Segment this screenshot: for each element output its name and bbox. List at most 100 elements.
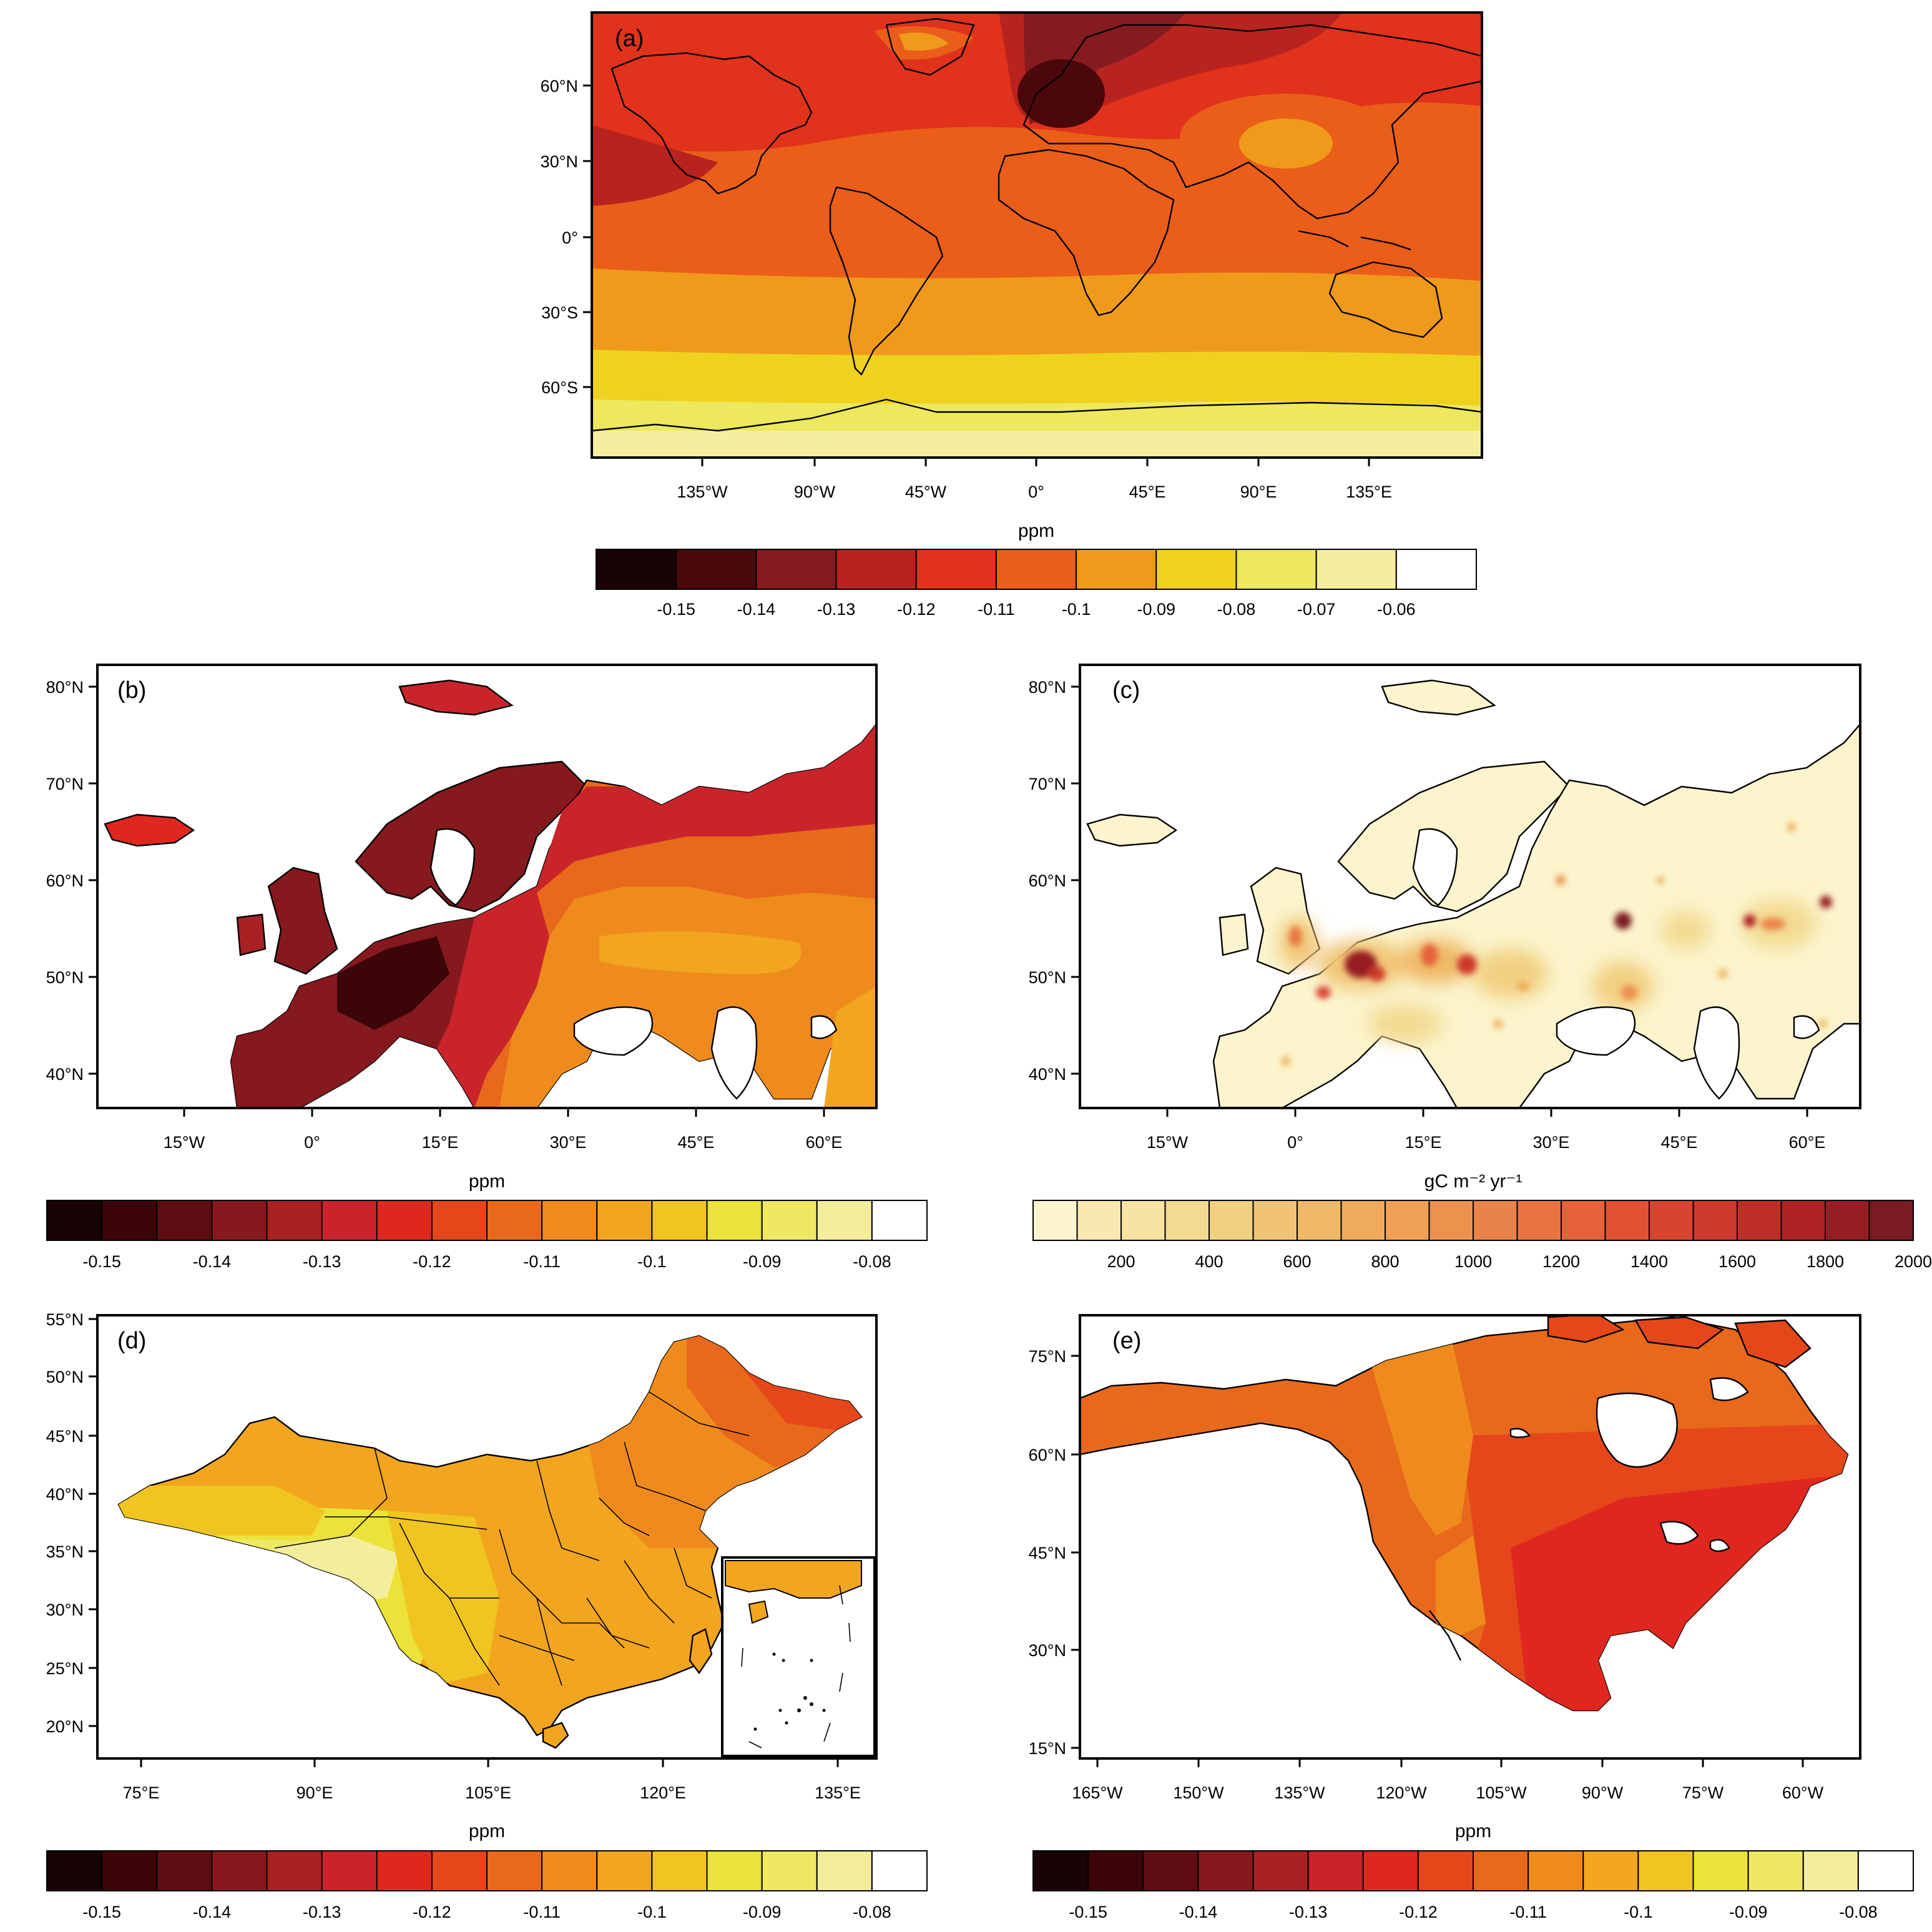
colorbar-swatch — [156, 1200, 213, 1241]
colorbar-swatch — [211, 1200, 268, 1241]
colorbar-swatch — [1802, 1850, 1859, 1891]
indonesia-outline — [1298, 230, 1411, 251]
lon-tick-label: 45°E — [1129, 483, 1166, 501]
lat-tick-label: 50°N — [46, 968, 84, 987]
colorbar-swatch — [1649, 1200, 1694, 1241]
colorbar-tick-label: -0.09 — [1137, 600, 1175, 619]
colorbar-tick-label: -0.15 — [657, 600, 695, 619]
colorbar-tick-label: -0.1 — [637, 1252, 667, 1271]
colorbar-swatch — [706, 1850, 763, 1891]
colorbar-tick-label: -0.12 — [1399, 1903, 1438, 1921]
colorbar-swatch — [1297, 1200, 1342, 1241]
colorbar-tick-label: -0.1 — [637, 1903, 667, 1921]
australia-outline — [1328, 261, 1443, 338]
colorbar-swatch — [1582, 1850, 1639, 1891]
panel-a-map-field — [592, 12, 1482, 458]
colorbar-tick-label: -0.11 — [978, 600, 1015, 619]
colorbar-tick-label: -0.15 — [82, 1252, 121, 1271]
colorbar-swatch — [1473, 1850, 1529, 1891]
colorbar-swatch — [486, 1200, 543, 1241]
colorbar-swatch — [1252, 1850, 1309, 1891]
colorbar-swatch — [1362, 1850, 1419, 1891]
lon-tick-label: 75°E — [123, 1783, 160, 1802]
panel-c-colorbar: gC m⁻² yr⁻¹ 200 400 600 800 1000 1200 1400 1600 1… — [1032, 1171, 1932, 1271]
lon-tick-label: 90°E — [1240, 483, 1277, 501]
lon-tick-label: 120°W — [1376, 1783, 1427, 1802]
colorbar-tick-label: 2000 — [1895, 1252, 1932, 1271]
lon-tick-label: 90°W — [794, 483, 836, 501]
colorbar-tick-label: -0.12 — [413, 1903, 451, 1921]
lat-tick-label: 40°N — [46, 1065, 84, 1084]
colorbar-tick-label: -0.13 — [1289, 1903, 1328, 1921]
colorbar-swatch — [871, 1200, 928, 1241]
colorbar-swatch — [596, 1200, 653, 1241]
lat-tick-label: 30°N — [46, 1601, 84, 1619]
colorbar-swatch — [761, 1850, 818, 1891]
colorbar-swatch — [1692, 1200, 1738, 1241]
lat-tick-label: 25°N — [46, 1659, 84, 1678]
lat-tick-label: 35°N — [46, 1542, 84, 1561]
taiwan-outline — [689, 1628, 713, 1675]
panel-d-colorbar: ppm -0.15 -0.14 -0.13 -0.12 -0.11 -0.1 -0.09 -0.… — [46, 1821, 928, 1921]
lon-tick-label: 135°W — [1274, 1783, 1325, 1802]
panel-c-map-field — [1080, 665, 1860, 1108]
colorbar-swatch — [871, 1850, 928, 1891]
panel-a-label: (a) — [615, 26, 644, 52]
panel-c-frame — [1079, 664, 1861, 1109]
colorbar-tick-label: -0.11 — [523, 1252, 561, 1271]
hainan-outline — [542, 1722, 569, 1749]
colorbar-swatch — [1825, 1200, 1870, 1241]
colorbar-tick-label: -0.13 — [303, 1903, 341, 1921]
lon-tick-label: 135°E — [815, 1783, 861, 1802]
lon-tick-label: 165°W — [1072, 1783, 1123, 1802]
colorbar-swatch — [1428, 1200, 1474, 1241]
lon-tick-label: 105°W — [1476, 1783, 1527, 1802]
inset-islands — [753, 1652, 826, 1731]
colorbar-swatch — [1561, 1200, 1606, 1241]
lon-tick-label: 15°W — [1147, 1133, 1189, 1152]
panel-a: (a) 60°N 30°N 0° 30°S 60°S 135°W 90°W 45°W 0° 45°… — [541, 11, 1483, 619]
lon-tick-label: 0° — [1287, 1133, 1303, 1152]
lat-tick-label: 70°N — [46, 775, 84, 793]
colorbar-tick-label: -0.12 — [413, 1252, 451, 1271]
lat-tick-label: 60°N — [541, 77, 578, 96]
lat-tick-label: 60°N — [46, 871, 84, 890]
panel-e-arctic-islands — [1547, 1315, 1812, 1368]
colorbar-swatch — [1307, 1850, 1364, 1891]
colorbar-tick-label: 1000 — [1454, 1252, 1492, 1271]
colorbar-swatch — [431, 1850, 488, 1891]
panel-a-colorbar: ppm -0.15 -0.14 -0.13 -0.12 -0.11 -0.1 -0.09 -0.… — [596, 521, 1477, 619]
colorbar-tick-label: 1400 — [1630, 1252, 1668, 1271]
colorbar-swatch — [1032, 1200, 1078, 1241]
panel-d-map-field — [97, 1315, 876, 1758]
colorbar-swatch — [1252, 1200, 1298, 1241]
colorbar-tick-label: 200 — [1107, 1252, 1135, 1271]
colorbar-swatch — [1087, 1850, 1144, 1891]
colorbar-swatch — [816, 1850, 873, 1891]
colorbar-swatch — [321, 1200, 378, 1241]
colorbar-swatch — [651, 1200, 708, 1241]
lon-tick-label: 45°E — [1661, 1133, 1698, 1152]
colorbar-swatch — [1076, 549, 1157, 590]
colorbar-tick-label: -0.14 — [193, 1252, 232, 1271]
panel-c-land — [1086, 679, 1860, 1108]
panel-c-emission-hotspots — [1281, 823, 1832, 1066]
colorbar-tick-label: -0.08 — [1217, 600, 1256, 619]
colorbar-unit-label: ppm — [1018, 521, 1054, 541]
south-america-outline — [829, 186, 944, 376]
colorbar-unit-label: gC m⁻² yr⁻¹ — [1424, 1171, 1523, 1192]
colorbar-swatch — [706, 1200, 763, 1241]
lon-tick-label: 45°W — [905, 483, 947, 501]
greenland-outline — [885, 17, 975, 76]
colorbar-swatch — [1235, 549, 1317, 590]
panel-b-map-field — [97, 665, 876, 1108]
lat-tick-label: 20°N — [46, 1717, 84, 1736]
lat-tick-label: 40°N — [1029, 1065, 1066, 1084]
lat-tick-label: 30°N — [1029, 1641, 1066, 1660]
colorbar-tick-label: -0.13 — [303, 1252, 341, 1271]
lat-tick-label: 60°N — [1029, 871, 1066, 890]
north-america-outline — [610, 52, 813, 195]
colorbar-swatch — [1142, 1850, 1199, 1891]
lon-tick-label: 15°E — [422, 1133, 459, 1152]
